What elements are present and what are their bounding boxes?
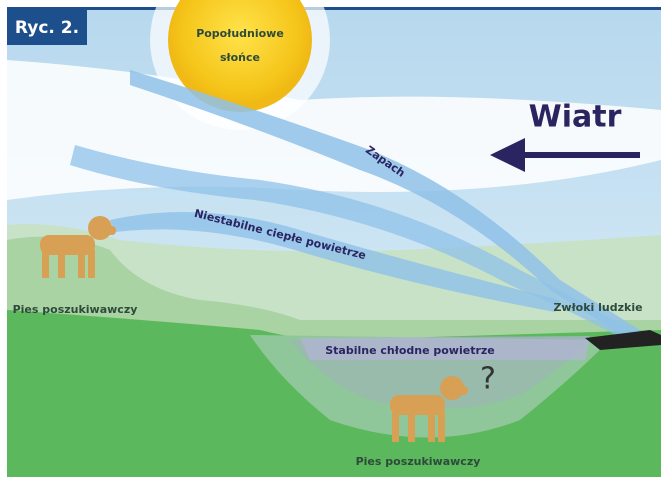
sun-label: słońce bbox=[220, 51, 260, 64]
figure: Ryc. 2. Popołudniowe słońce Wiatr Zapach… bbox=[0, 0, 661, 477]
figure-label: Ryc. 2. bbox=[15, 18, 79, 38]
wind-label: Wiatr bbox=[529, 100, 622, 135]
sun-label: Popołudniowe bbox=[196, 27, 284, 40]
scene bbox=[7, 0, 661, 477]
dog-label: Pies poszukiwawczy bbox=[13, 303, 138, 316]
top-rule bbox=[7, 7, 661, 10]
question-mark: ? bbox=[480, 362, 496, 397]
body-label: Zwłoki ludzkie bbox=[553, 301, 642, 314]
cold-air-label: Stabilne chłodne powietrze bbox=[325, 344, 495, 357]
dog-label: Pies poszukiwawczy bbox=[356, 455, 481, 468]
